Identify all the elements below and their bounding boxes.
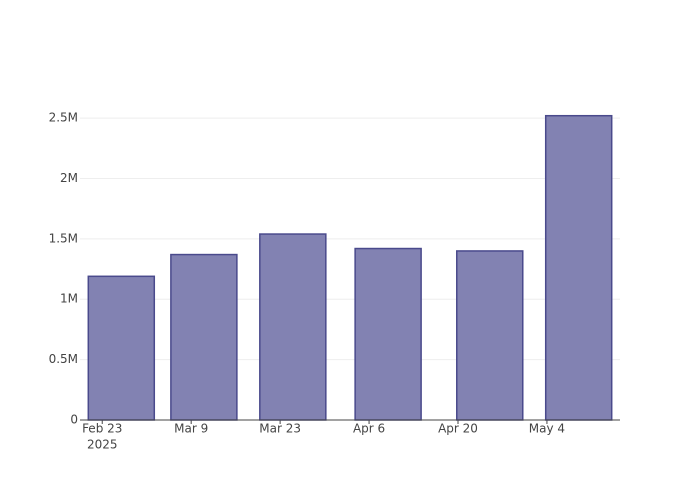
bar [87,275,156,421]
x-tick-label: Feb 23 [82,422,122,436]
x-year-label: 2025 [87,438,118,452]
x-tick-label: Apr 6 [353,422,385,436]
bar [456,250,524,421]
y-tick-label: 2M [60,171,78,185]
x-tick-label: Mar 9 [174,422,208,436]
y-tick-label: 0 [70,413,78,427]
x-tick-label: Apr 20 [438,422,478,436]
bar [259,233,327,421]
y-tick-label: 0.5M [49,352,78,366]
x-tick-label: Mar 23 [259,422,301,436]
x-tick-label: May 4 [529,422,565,436]
y-tick-label: 1M [60,292,78,306]
y-tick-label: 1.5M [49,231,78,245]
y-tick-label: 2.5M [49,111,78,125]
bar [170,253,238,421]
bar [354,247,422,421]
bar [544,114,613,421]
